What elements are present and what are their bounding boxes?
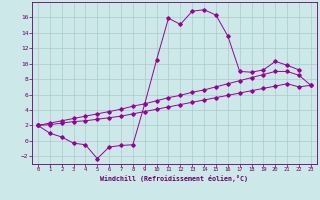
X-axis label: Windchill (Refroidissement éolien,°C): Windchill (Refroidissement éolien,°C) — [100, 175, 248, 182]
